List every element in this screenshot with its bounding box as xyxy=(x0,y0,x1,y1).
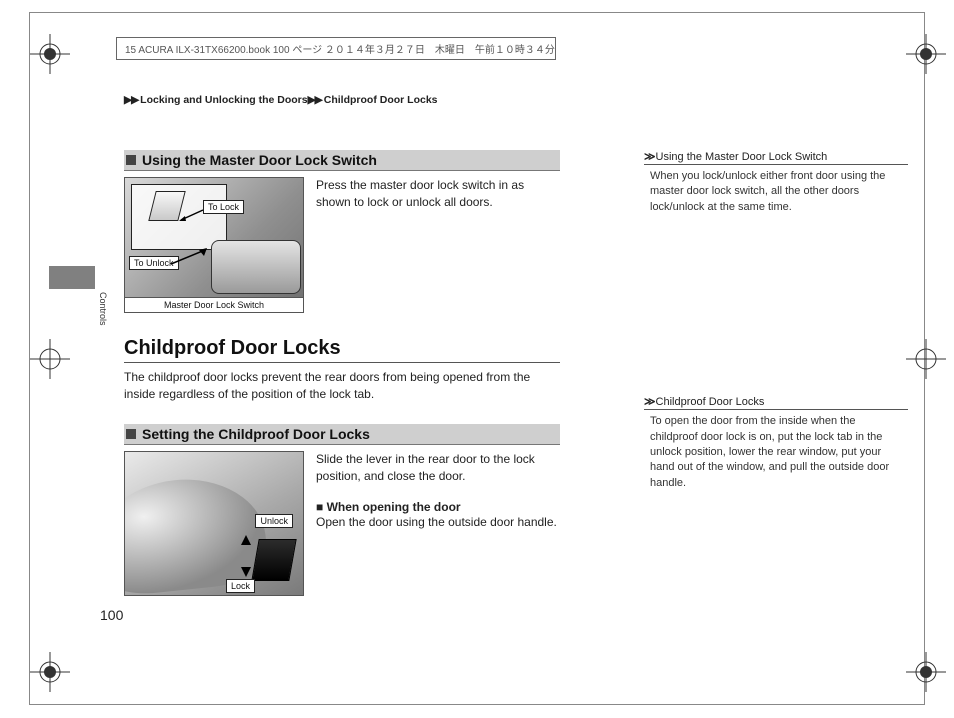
chapter-label: Controls xyxy=(98,292,108,326)
arrow-icon xyxy=(179,208,205,222)
callout-lock: Lock xyxy=(226,579,255,593)
document-info: 15 ACURA ILX-31TX66200.book 100 ページ ２０１４… xyxy=(116,37,556,60)
section2-body1: Slide the lever in the rear door to the … xyxy=(316,451,560,486)
chapter-tab xyxy=(49,266,95,289)
subheading-text: Using the Master Door Lock Switch xyxy=(142,152,377,168)
subheading-setting-childproof: Setting the Childproof Door Locks xyxy=(124,424,560,445)
callout-unlock: Unlock xyxy=(255,514,293,528)
note-heading: ≫Using the Master Door Lock Switch xyxy=(644,150,908,165)
section-rule xyxy=(124,362,560,363)
door-panel-icon xyxy=(211,240,301,294)
square-bullet-icon xyxy=(126,155,136,165)
callout-to-lock: To Lock xyxy=(203,200,244,214)
main-column: Using the Master Door Lock Switch To Loc… xyxy=(124,150,560,596)
note-title: Using the Master Door Lock Switch xyxy=(656,151,828,163)
note-master-switch: ≫Using the Master Door Lock Switch When … xyxy=(644,150,908,215)
note-title: Childproof Door Locks xyxy=(656,396,765,408)
breadcrumb-seg2: Childproof Door Locks xyxy=(324,94,438,106)
note-childproof: ≫Childproof Door Locks To open the door … xyxy=(644,395,908,491)
breadcrumb-seg1: Locking and Unlocking the Doors xyxy=(140,94,307,106)
note-heading: ≫Childproof Door Locks xyxy=(644,395,908,410)
arrow-up-icon xyxy=(241,535,251,545)
section1-body: Press the master door lock switch in as … xyxy=(316,177,560,212)
subheading-text: Setting the Childproof Door Locks xyxy=(142,426,370,442)
figure-childproof: Unlock Lock xyxy=(124,451,304,596)
arrow-down-icon xyxy=(241,567,251,577)
breadcrumb: ▶▶Locking and Unlocking the Doors▶▶Child… xyxy=(124,94,438,106)
square-bullet-icon xyxy=(126,429,136,439)
note-body: When you lock/unlock either front door u… xyxy=(644,165,908,215)
section2-sublabel: When opening the door xyxy=(316,500,560,514)
section2-body2: Open the door using the outside door han… xyxy=(316,514,560,531)
breadcrumb-arrow-icon: ▶▶ xyxy=(124,94,138,106)
arrow-icon xyxy=(169,248,209,268)
subheading-master-switch: Using the Master Door Lock Switch xyxy=(124,150,560,171)
page-number: 100 xyxy=(100,607,123,623)
notes-column: ≫Using the Master Door Lock Switch When … xyxy=(644,150,908,491)
section-title-childproof: Childproof Door Locks xyxy=(124,337,560,360)
note-chevron-icon: ≫ xyxy=(644,151,654,163)
note-chevron-icon: ≫ xyxy=(644,396,654,408)
lock-lever-icon xyxy=(251,539,296,581)
section-intro: The childproof door locks prevent the re… xyxy=(124,369,560,404)
figure-master-switch: To Lock To Unlock Master Door Lock Switc… xyxy=(124,177,304,313)
figure-caption: Master Door Lock Switch xyxy=(125,297,303,312)
section2-text: Slide the lever in the rear door to the … xyxy=(316,451,560,531)
breadcrumb-arrow-icon: ▶▶ xyxy=(308,94,322,106)
car-shape-icon xyxy=(124,471,270,596)
note-body: To open the door from the inside when th… xyxy=(644,410,908,491)
